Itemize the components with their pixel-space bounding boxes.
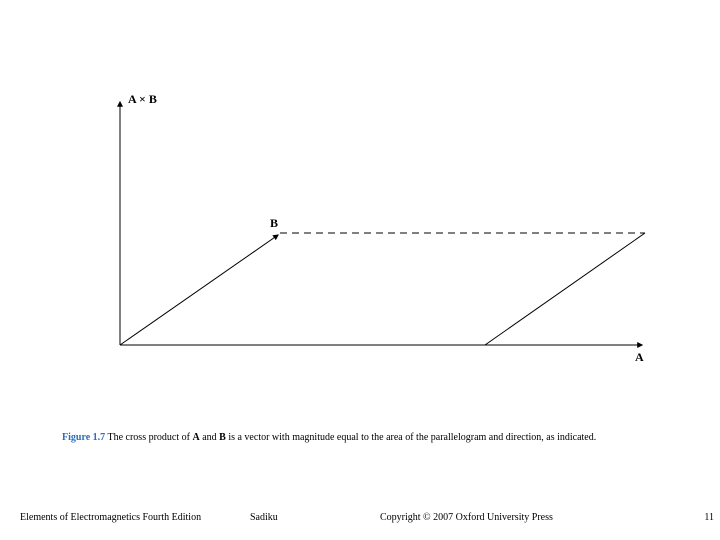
slide-page: A × B B A Figure 1.7 The cross product o…	[0, 0, 720, 540]
caption-part-1: The cross product of	[107, 432, 192, 443]
vector-b-label: B	[270, 216, 278, 231]
figure-number: Figure 1.7	[62, 432, 105, 443]
page-number: 11	[704, 512, 714, 523]
cross-product-label: A × B	[128, 92, 157, 107]
copyright-text: Copyright © 2007 Oxford University Press	[380, 512, 553, 523]
caption-bold-a: A	[192, 432, 199, 443]
cross-product-diagram: A × B B A	[90, 90, 650, 380]
author-name: Sadiku	[250, 512, 278, 523]
vector-a-label: A	[635, 350, 644, 365]
caption-bold-b: B	[219, 432, 226, 443]
caption-part-3: is a vector with magnitude equal to the …	[226, 432, 596, 443]
diagram-svg	[90, 90, 650, 380]
book-title: Elements of Electromagnetics Fourth Edit…	[20, 512, 201, 523]
caption-part-2: and	[200, 432, 219, 443]
figure-caption: Figure 1.7 The cross product of A and B …	[62, 432, 596, 443]
